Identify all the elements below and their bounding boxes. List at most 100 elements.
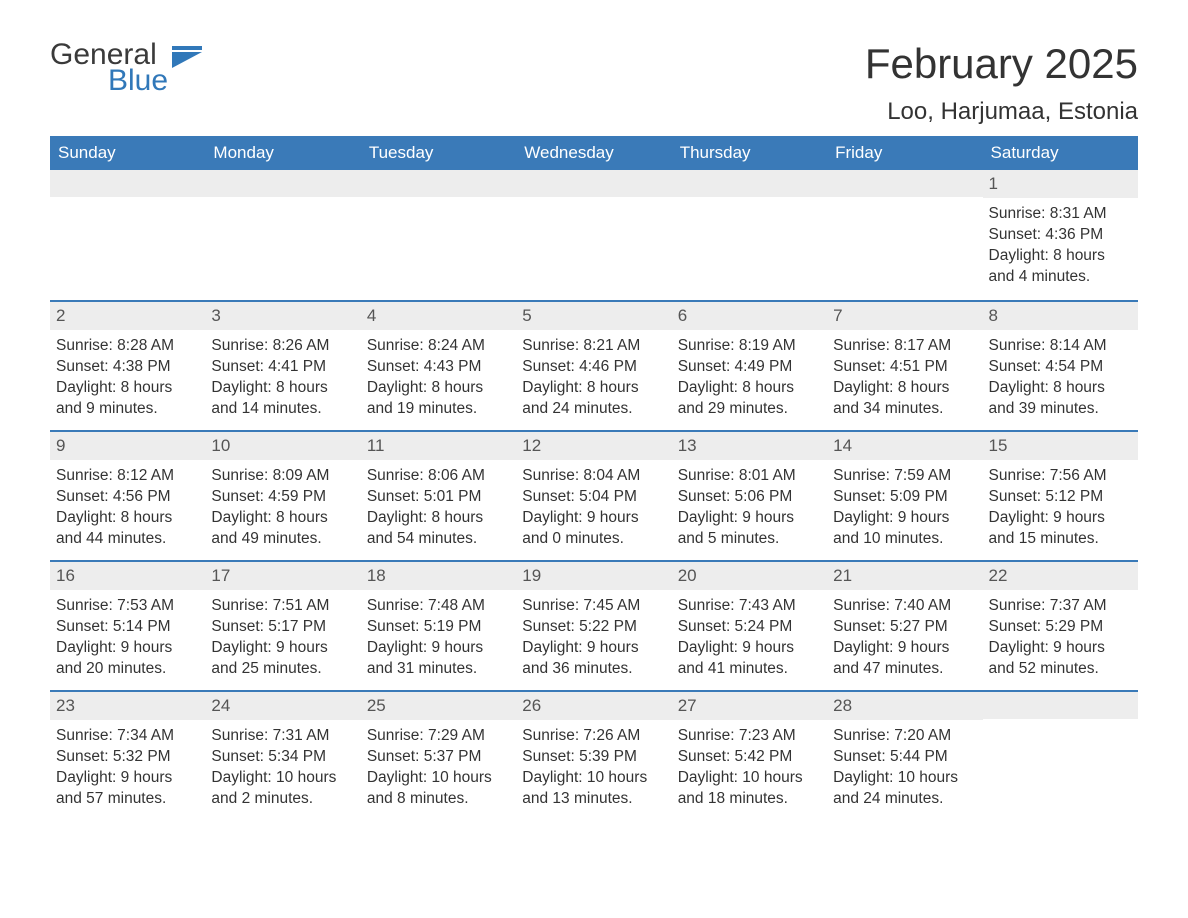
sunrise-line: Sunrise: 7:48 AM: [367, 596, 510, 617]
sunset-line: Sunset: 4:51 PM: [833, 357, 976, 378]
sunset-line: Sunset: 5:29 PM: [989, 617, 1132, 638]
sunrise-line: Sunrise: 7:56 AM: [989, 466, 1132, 487]
day-number: 2: [50, 302, 205, 330]
daylight-line: Daylight: 9 hours and 25 minutes.: [211, 638, 354, 680]
day-cell: 16Sunrise: 7:53 AMSunset: 5:14 PMDayligh…: [50, 562, 205, 690]
weekday-header: Thursday: [672, 136, 827, 170]
sunset-line: Sunset: 5:27 PM: [833, 617, 976, 638]
sunset-line: Sunset: 5:17 PM: [211, 617, 354, 638]
daylight-line: Daylight: 8 hours and 34 minutes.: [833, 378, 976, 420]
sunset-line: Sunset: 5:44 PM: [833, 747, 976, 768]
sunset-line: Sunset: 5:24 PM: [678, 617, 821, 638]
week-row: 2Sunrise: 8:28 AMSunset: 4:38 PMDaylight…: [50, 300, 1138, 430]
day-number: 15: [983, 432, 1138, 460]
day-number: 25: [361, 692, 516, 720]
sunrise-line: Sunrise: 7:34 AM: [56, 726, 199, 747]
day-body: Sunrise: 8:01 AMSunset: 5:06 PMDaylight:…: [672, 460, 827, 560]
day-cell: 5Sunrise: 8:21 AMSunset: 4:46 PMDaylight…: [516, 302, 671, 430]
weekday-header: Friday: [827, 136, 982, 170]
day-number: 24: [205, 692, 360, 720]
day-cell: [361, 170, 516, 300]
title-block: February 2025 Loo, Harjumaa, Estonia: [865, 40, 1138, 126]
day-number: 18: [361, 562, 516, 590]
day-cell: 10Sunrise: 8:09 AMSunset: 4:59 PMDayligh…: [205, 432, 360, 560]
sunset-line: Sunset: 4:46 PM: [522, 357, 665, 378]
day-cell: [827, 170, 982, 300]
day-number: 19: [516, 562, 671, 590]
sunset-line: Sunset: 5:12 PM: [989, 487, 1132, 508]
day-cell: 26Sunrise: 7:26 AMSunset: 5:39 PMDayligh…: [516, 692, 671, 820]
weekday-header: Sunday: [50, 136, 205, 170]
day-body: Sunrise: 7:51 AMSunset: 5:17 PMDaylight:…: [205, 590, 360, 690]
day-body: Sunrise: 7:20 AMSunset: 5:44 PMDaylight:…: [827, 720, 982, 820]
sunset-line: Sunset: 5:14 PM: [56, 617, 199, 638]
day-body: Sunrise: 8:09 AMSunset: 4:59 PMDaylight:…: [205, 460, 360, 560]
day-number: [827, 170, 982, 197]
day-cell: 2Sunrise: 8:28 AMSunset: 4:38 PMDaylight…: [50, 302, 205, 430]
daylight-line: Daylight: 8 hours and 39 minutes.: [989, 378, 1132, 420]
day-body: Sunrise: 8:28 AMSunset: 4:38 PMDaylight:…: [50, 330, 205, 430]
sunrise-line: Sunrise: 8:19 AM: [678, 336, 821, 357]
day-cell: 7Sunrise: 8:17 AMSunset: 4:51 PMDaylight…: [827, 302, 982, 430]
sunrise-line: Sunrise: 8:31 AM: [989, 204, 1132, 225]
day-number: 26: [516, 692, 671, 720]
day-number: 22: [983, 562, 1138, 590]
daylight-line: Daylight: 9 hours and 57 minutes.: [56, 768, 199, 810]
day-number: 23: [50, 692, 205, 720]
day-number: 20: [672, 562, 827, 590]
week-row: 1Sunrise: 8:31 AMSunset: 4:36 PMDaylight…: [50, 170, 1138, 300]
sunrise-line: Sunrise: 7:43 AM: [678, 596, 821, 617]
sunset-line: Sunset: 4:41 PM: [211, 357, 354, 378]
location-subtitle: Loo, Harjumaa, Estonia: [865, 98, 1138, 126]
day-number: [361, 170, 516, 197]
day-number: 5: [516, 302, 671, 330]
day-cell: 12Sunrise: 8:04 AMSunset: 5:04 PMDayligh…: [516, 432, 671, 560]
daylight-line: Daylight: 8 hours and 44 minutes.: [56, 508, 199, 550]
day-body: Sunrise: 7:26 AMSunset: 5:39 PMDaylight:…: [516, 720, 671, 820]
daylight-line: Daylight: 9 hours and 41 minutes.: [678, 638, 821, 680]
daylight-line: Daylight: 9 hours and 10 minutes.: [833, 508, 976, 550]
day-cell: 14Sunrise: 7:59 AMSunset: 5:09 PMDayligh…: [827, 432, 982, 560]
day-cell: 1Sunrise: 8:31 AMSunset: 4:36 PMDaylight…: [983, 170, 1138, 300]
day-body: Sunrise: 7:53 AMSunset: 5:14 PMDaylight:…: [50, 590, 205, 690]
daylight-line: Daylight: 8 hours and 9 minutes.: [56, 378, 199, 420]
day-cell: [516, 170, 671, 300]
day-body: Sunrise: 7:40 AMSunset: 5:27 PMDaylight:…: [827, 590, 982, 690]
day-cell: 3Sunrise: 8:26 AMSunset: 4:41 PMDaylight…: [205, 302, 360, 430]
day-number: 17: [205, 562, 360, 590]
sunset-line: Sunset: 5:39 PM: [522, 747, 665, 768]
day-cell: 13Sunrise: 8:01 AMSunset: 5:06 PMDayligh…: [672, 432, 827, 560]
day-cell: 6Sunrise: 8:19 AMSunset: 4:49 PMDaylight…: [672, 302, 827, 430]
weekday-header: Tuesday: [361, 136, 516, 170]
day-number: 1: [983, 170, 1138, 198]
sunset-line: Sunset: 5:22 PM: [522, 617, 665, 638]
weeks-container: 1 Sunrise: 8:31 AMSunset: 4:36 PM Daylight…: [50, 170, 1138, 820]
sunset-line: Sunset: 5:42 PM: [678, 747, 821, 768]
sunset-line: Sunset: 5:09 PM: [833, 487, 976, 508]
day-cell: 28Sunrise: 7:20 AMSunset: 5:44 PMDayligh…: [827, 692, 982, 820]
sunset-line: Sunset: 5:32 PM: [56, 747, 199, 768]
daylight-line: Daylight: 9 hours and 36 minutes.: [522, 638, 665, 680]
sunrise-line: Sunrise: 7:23 AM: [678, 726, 821, 747]
weekday-header: Saturday: [983, 136, 1138, 170]
daylight-line: Daylight: 10 hours and 2 minutes.: [211, 768, 354, 810]
day-body: Sunrise: 8:12 AMSunset: 4:56 PMDaylight:…: [50, 460, 205, 560]
day-body: Sunrise: 8:19 AMSunset: 4:49 PMDaylight:…: [672, 330, 827, 430]
sunrise-line: Sunrise: 8:06 AM: [367, 466, 510, 487]
daylight-line: Daylight: 9 hours and 52 minutes.: [989, 638, 1132, 680]
sunrise-line: Sunrise: 8:21 AM: [522, 336, 665, 357]
sunrise-line: Sunrise: 7:37 AM: [989, 596, 1132, 617]
sunset-line: Sunset: 4:36 PM: [989, 225, 1132, 246]
logo-word-blue: Blue: [108, 66, 168, 96]
daylight-line: Daylight: 10 hours and 13 minutes.: [522, 768, 665, 810]
day-body: Sunrise: 7:59 AMSunset: 5:09 PMDaylight:…: [827, 460, 982, 560]
day-body: Sunrise: 8:14 AMSunset: 4:54 PMDaylight:…: [983, 330, 1138, 430]
sunrise-line: Sunrise: 7:29 AM: [367, 726, 510, 747]
day-body: Sunrise: 7:31 AMSunset: 5:34 PMDaylight:…: [205, 720, 360, 820]
daylight-line: Daylight: 10 hours and 18 minutes.: [678, 768, 821, 810]
day-cell: 24Sunrise: 7:31 AMSunset: 5:34 PMDayligh…: [205, 692, 360, 820]
daylight-line: Daylight: 8 hours and 29 minutes.: [678, 378, 821, 420]
day-body: Sunrise: 8:04 AMSunset: 5:04 PMDaylight:…: [516, 460, 671, 560]
day-number: 7: [827, 302, 982, 330]
logo-text: General Blue: [50, 40, 168, 96]
